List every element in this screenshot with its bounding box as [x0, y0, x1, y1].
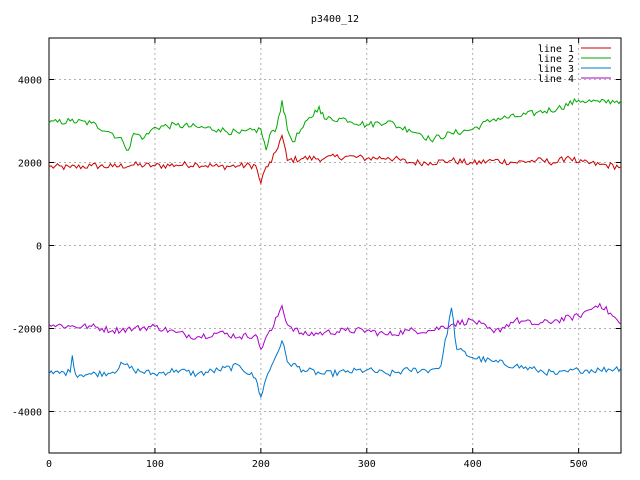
x-tick-label: 400 — [464, 459, 482, 470]
series-line-3 — [48, 307, 622, 399]
series-line-1 — [48, 133, 622, 186]
series-lines — [48, 97, 622, 399]
y-tick-label: 4000 — [18, 76, 42, 87]
legend-label: line 2 — [538, 54, 574, 65]
y-tick-label: 0 — [36, 242, 42, 253]
grid-lines — [49, 38, 621, 453]
x-tick-label: 0 — [46, 459, 52, 470]
series-line-2 — [48, 97, 622, 151]
x-tick-label: 100 — [146, 459, 164, 470]
legend-label: line 4 — [538, 74, 574, 85]
x-tick-label: 500 — [570, 459, 588, 470]
x-tick-label: 200 — [252, 459, 270, 470]
y-tick-label: -4000 — [12, 408, 42, 419]
chart-title: p3400_12 — [311, 14, 359, 25]
y-tick-label: -2000 — [12, 325, 42, 336]
x-tick-label: 300 — [358, 459, 376, 470]
axes: 0 100 200 300 400 500 -4000 -2000 0 2000 4000 — [12, 38, 621, 470]
series-line-4 — [48, 302, 622, 351]
y-tick-label: 2000 — [18, 159, 42, 170]
legend-label: line 1 — [538, 44, 574, 55]
legend-label: line 3 — [538, 64, 574, 75]
